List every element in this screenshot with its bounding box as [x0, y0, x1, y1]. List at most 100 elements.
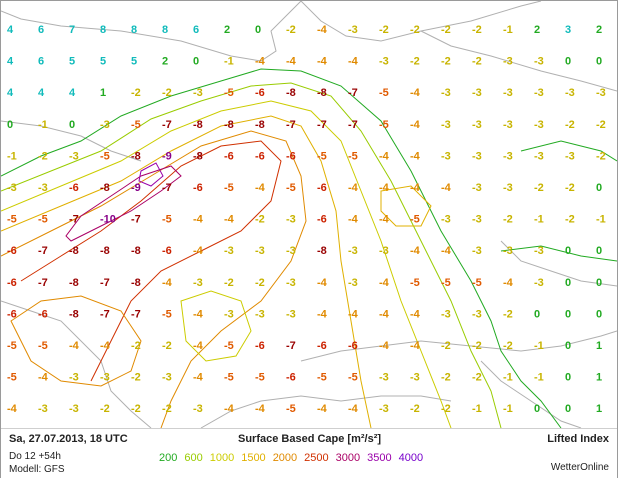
lifted-index-value: -2 — [441, 56, 451, 68]
lifted-index-value: -3 — [534, 56, 544, 68]
lifted-index-value: -5 — [38, 214, 48, 226]
contour-2000-b — [10, 295, 142, 387]
lifted-index-value: -4 — [193, 340, 204, 352]
index-title: Lifted Index — [547, 433, 609, 445]
lifted-index-value: -3 — [348, 245, 358, 257]
lifted-index-value: -5 — [7, 340, 17, 352]
lifted-index-value: -2 — [565, 214, 575, 226]
legend-item: 3500 — [367, 452, 392, 464]
lifted-index-value: -3 — [503, 245, 513, 257]
lifted-index-value: -5 — [379, 87, 389, 99]
lifted-index-value: -3 — [472, 182, 482, 194]
lifted-index-value: -6 — [286, 150, 296, 162]
lifted-index-value: -3 — [441, 119, 451, 131]
lifted-index-value: -4 — [410, 182, 421, 194]
border-alps — [300, 330, 617, 362]
lifted-index-value: -1 — [503, 403, 513, 415]
lifted-index-value: -2 — [596, 119, 606, 131]
lifted-index-value: 0 — [565, 277, 571, 289]
lifted-index-value: -3 — [379, 56, 389, 68]
lifted-index-value: -2 — [410, 403, 420, 415]
lifted-index-value: -2 — [503, 340, 513, 352]
lifted-index-value: 4 — [7, 56, 14, 68]
lifted-index-value: -7 — [100, 308, 110, 320]
lifted-index-value: -2 — [131, 87, 141, 99]
lifted-index-value: -5 — [286, 403, 296, 415]
lifted-index-value: -3 — [503, 119, 513, 131]
lifted-index-value: -5 — [348, 150, 358, 162]
lifted-index-value: -2 — [255, 214, 265, 226]
lifted-index-value: -3 — [69, 372, 79, 384]
legend-item: 3000 — [335, 452, 361, 464]
lifted-index-value: 0 — [596, 245, 602, 257]
lifted-index-value: -2 — [472, 340, 482, 352]
lifted-index-value: 6 — [193, 24, 199, 36]
contour-1500 — [1, 115, 372, 428]
lifted-index-value: -3 — [441, 87, 451, 99]
border-east — [500, 240, 617, 287]
lifted-index-value: -5 — [472, 277, 482, 289]
lifted-index-value: -2 — [162, 340, 172, 352]
lifted-index-value: -4 — [379, 340, 390, 352]
lifted-index-value: -6 — [286, 372, 296, 384]
lifted-index-value: -2 — [503, 308, 513, 320]
lifted-index-value: -5 — [441, 277, 451, 289]
lifted-index-value: -3 — [472, 150, 482, 162]
lifted-index-value: -3 — [472, 245, 482, 257]
lifted-index-value: 5 — [69, 56, 75, 68]
lifted-index-value: 4 — [69, 87, 76, 99]
lifted-index-value: 0 — [565, 403, 571, 415]
lifted-index-value: -1 — [534, 372, 544, 384]
lifted-index-value: -2 — [286, 24, 296, 36]
lifted-index-value: 0 — [565, 308, 571, 320]
lifted-index-value: 5 — [100, 56, 106, 68]
lifted-index-value: -9 — [162, 150, 172, 162]
lifted-index-value: -4 — [410, 119, 421, 131]
lifted-index-value: -4 — [410, 245, 421, 257]
legend-item: 4000 — [398, 452, 424, 464]
lifted-index-value: -3 — [7, 182, 17, 194]
lifted-index-value: -3 — [69, 150, 79, 162]
lifted-index-value: -4 — [410, 308, 421, 320]
contour-1000-b — [180, 290, 252, 362]
lifted-index-value: -4 — [379, 277, 390, 289]
lifted-index-value: -6 — [162, 245, 172, 257]
lifted-index-value: 8 — [100, 24, 106, 36]
lifted-index-value: 8 — [162, 24, 168, 36]
lifted-index-value: 0 — [193, 56, 199, 68]
lifted-index-value: -3 — [379, 403, 389, 415]
lifted-index-value: -4 — [317, 308, 328, 320]
lifted-index-value: 1 — [596, 372, 602, 384]
lifted-index-value: 5 — [131, 56, 137, 68]
lifted-index-value: -5 — [317, 372, 327, 384]
lifted-index-value: -4 — [193, 372, 204, 384]
lifted-index-labels: 4 6 7 8 8 8 6 2 0 -2 -4 -3 -2 -2 -2 -2 -1 2 3 2 4 6 5 5 5 2 0 -1 -4 -… — [7, 24, 606, 415]
lifted-index-value: -3 — [472, 214, 482, 226]
lifted-index-value: -8 — [255, 119, 265, 131]
lifted-index-value: -4 — [224, 403, 235, 415]
lifted-index-value: -6 — [255, 150, 265, 162]
legend-item: 1500 — [241, 452, 266, 464]
legend-item: 2000 — [272, 452, 298, 464]
lifted-index-value: -3 — [503, 56, 513, 68]
lifted-index-value: -2 — [410, 56, 420, 68]
lifted-index-value: -3 — [534, 277, 544, 289]
lifted-index-value: -4 — [255, 403, 266, 415]
lifted-index-value: 0 — [565, 340, 571, 352]
lifted-index-value: 0 — [565, 245, 571, 257]
lifted-index-value: -5 — [317, 150, 327, 162]
contour-2500 — [20, 140, 282, 382]
lifted-index-value: -8 — [131, 150, 141, 162]
lifted-index-value: -3 — [534, 87, 544, 99]
lifted-index-value: 0 — [596, 56, 602, 68]
lifted-index-value: -3 — [255, 245, 265, 257]
contour-200 — [1, 68, 562, 428]
lifted-index-value: -4 — [441, 245, 452, 257]
lifted-index-value: 1 — [596, 340, 602, 352]
lifted-index-value: -2 — [441, 24, 451, 36]
lifted-index-value: -2 — [255, 277, 265, 289]
lifted-index-value: -2 — [131, 403, 141, 415]
lifted-index-value: -7 — [38, 245, 48, 257]
lifted-index-value: -2 — [38, 150, 48, 162]
lifted-index-value: -7 — [69, 214, 79, 226]
